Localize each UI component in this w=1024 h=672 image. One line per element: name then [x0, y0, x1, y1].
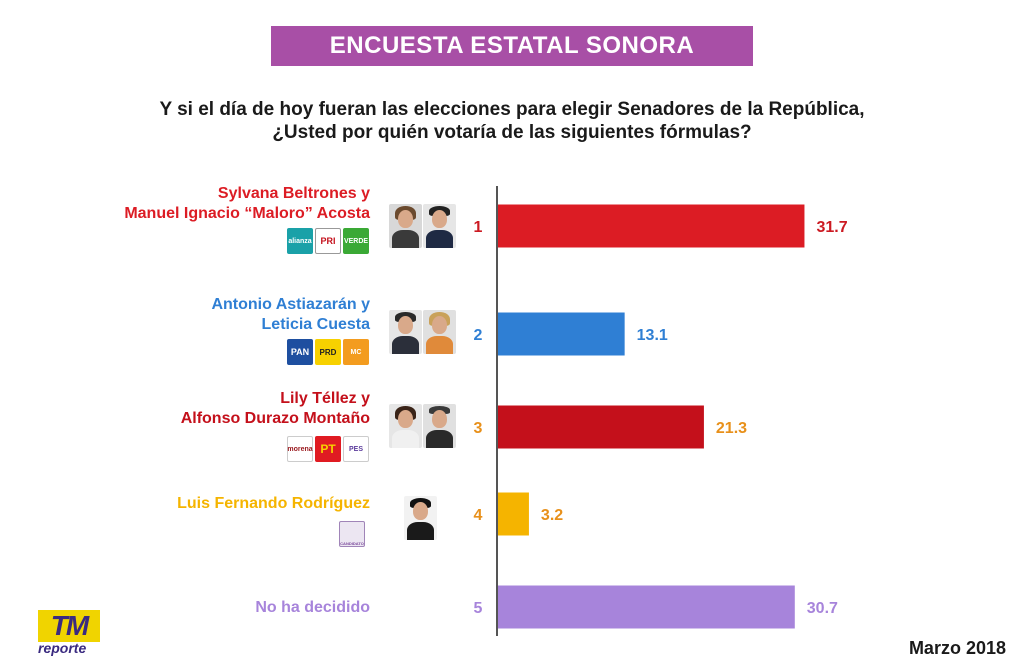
value-label-2: 13.1 [637, 327, 668, 344]
value-label-3: 21.3 [716, 420, 747, 437]
candidate-2-name: Antonio Astiazarán y Leticia Cuesta [211, 295, 370, 335]
bar-5 [498, 585, 795, 629]
category-label-3: 3 [474, 420, 483, 437]
candidate-2b-photo [423, 310, 456, 354]
category-label-2: 2 [474, 327, 483, 344]
value-label-1: 31.7 [816, 219, 847, 236]
question-line-2: ¿Usted por quién votaría de las siguient… [272, 122, 752, 143]
candidate-1b-photo [423, 204, 456, 248]
candidate-4-line1: Luis Fernando Rodríguez [177, 495, 370, 512]
independent-logo-icon: CANDIDATO [339, 521, 365, 547]
coalition-1-logos: alianza PRI VERDE [287, 228, 369, 254]
candidate-2-line2: Leticia Cuesta [261, 316, 370, 333]
category-label-4: 4 [474, 507, 483, 524]
candidate-2a-photo [389, 310, 422, 354]
candidate-3a-photo [389, 404, 422, 448]
candidate-3-line1: Lily Téllez y [280, 390, 370, 407]
bar-4 [498, 492, 529, 536]
chart-title: ENCUESTA ESTATAL SONORA [271, 26, 753, 66]
pri-logo-icon: PRI [315, 228, 341, 254]
pan-logo-icon: PAN [287, 339, 313, 365]
mc-logo-icon: MC [343, 339, 369, 365]
candidate-3-line2: Alfonso Durazo Montaño [180, 410, 370, 427]
candidate-1a-photo [389, 204, 422, 248]
candidate-3-name: Lily Téllez y Alfonso Durazo Montaño [181, 389, 370, 429]
brand-bottom: reporte [38, 640, 87, 656]
prd-logo-icon: PRD [315, 339, 341, 365]
candidate-1-name: Sylvana Beltrones y Manuel Ignacio “Malo… [124, 184, 370, 224]
candidate-3b-photo [423, 404, 456, 448]
brand-top: TM [38, 610, 100, 642]
candidate-5-line1: No ha decidido [255, 599, 370, 616]
survey-date: Marzo 2018 [908, 638, 1006, 658]
candidate-2-line1: Antonio Astiazarán y [211, 296, 370, 313]
coalition-2-logos: PAN PRD MC [287, 339, 369, 365]
candidate-4-name: Luis Fernando Rodríguez [177, 494, 370, 514]
pes-logo-icon: PES [343, 436, 369, 462]
alianza-logo-icon: alianza [287, 228, 313, 254]
bar-1 [498, 204, 805, 248]
value-label-4: 3.2 [541, 507, 563, 524]
survey-question: Y si el día de hoy fueran las elecciones… [60, 98, 964, 144]
candidate-1-line1: Sylvana Beltrones y [217, 185, 370, 202]
pt-logo-icon: PT [315, 436, 341, 462]
verde-logo-icon: VERDE [343, 228, 369, 254]
question-line-1: Y si el día de hoy fueran las elecciones… [159, 99, 865, 120]
candidate-4-logos: CANDIDATO [339, 521, 365, 547]
candidate-5-name: No ha decidido [255, 598, 370, 618]
morena-logo-icon: morena [287, 436, 313, 462]
category-label-5: 5 [474, 600, 483, 617]
candidate-1-line2: Manuel Ignacio “Maloro” Acosta [124, 205, 370, 222]
candidate-4-photo [404, 496, 437, 540]
tm-reporte-logo: TM reporte [38, 610, 104, 660]
category-axis-line [496, 186, 498, 636]
bar-3 [498, 405, 704, 449]
value-label-5: 30.7 [807, 600, 838, 617]
coalition-3-logos: morena PT PES [287, 436, 369, 462]
category-label-1: 1 [474, 219, 483, 236]
bar-2 [498, 312, 625, 356]
